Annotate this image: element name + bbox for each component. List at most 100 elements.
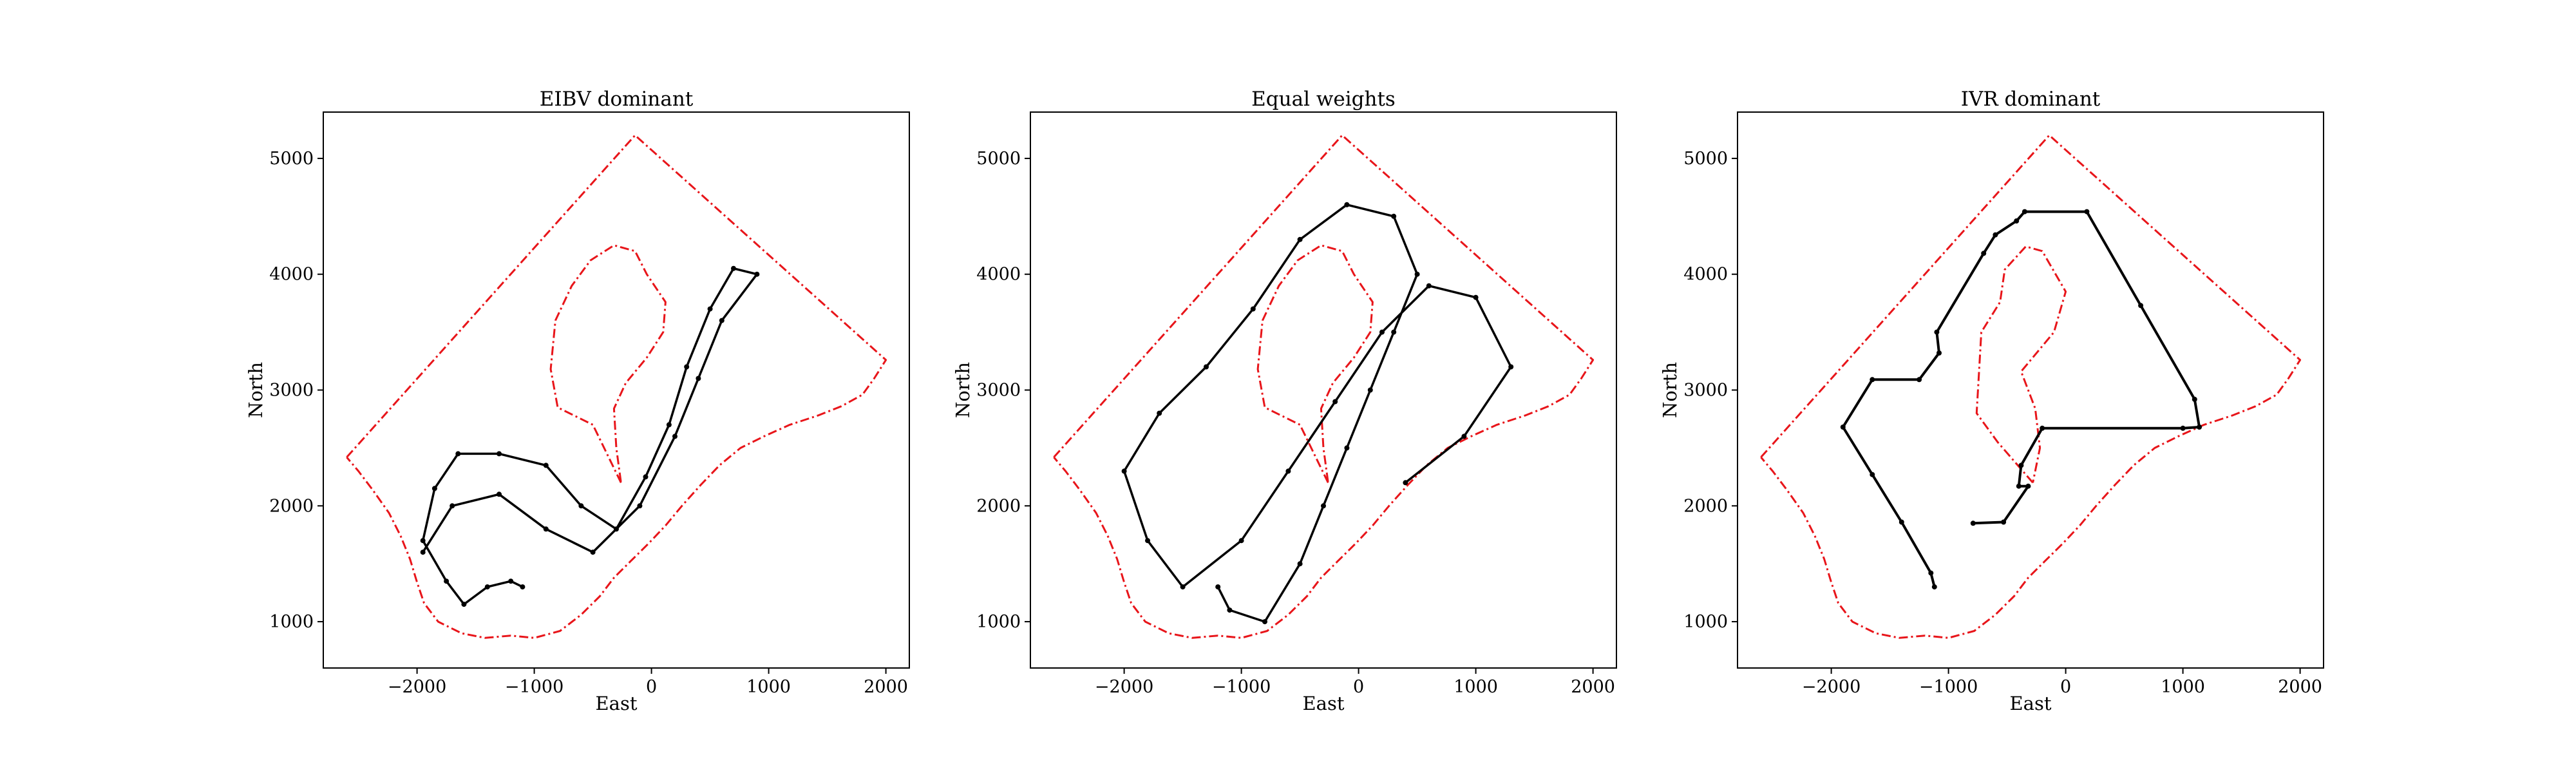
- waypoint-16: [1121, 468, 1127, 474]
- waypoint-5: [1321, 503, 1326, 509]
- chart-title: IVR dominant: [1961, 88, 2101, 111]
- waypoint-17: [1145, 538, 1150, 544]
- x-tick-label: 1000: [746, 677, 791, 697]
- panel-3: −2000 −1000 0 1000 2000 1000 2000 3000 4000 5000 I…: [1659, 88, 2324, 714]
- waypoint-13: [1250, 306, 1256, 312]
- waypoint-25: [1508, 364, 1514, 370]
- waypoint-18: [2180, 425, 2186, 431]
- series-ivr-path: [1841, 210, 2201, 587]
- series-eibv-path: [421, 267, 759, 606]
- series-inner-obstacle: [1975, 245, 2067, 484]
- waypoint-22: [1379, 329, 1385, 335]
- waypoint-4: [461, 602, 467, 607]
- waypoint-15: [684, 364, 690, 370]
- y-tick-label: 5000: [269, 149, 314, 169]
- x-tick-label: −2000: [388, 677, 446, 697]
- waypoint-24: [543, 526, 549, 532]
- waypoint-23: [2001, 519, 2007, 525]
- x-tick-label: 0: [1353, 677, 1364, 697]
- waypoint-14: [2084, 209, 2090, 215]
- y-tick-label: 5000: [1683, 149, 1728, 169]
- waypoint-16: [707, 306, 713, 312]
- waypoint-3: [484, 584, 490, 590]
- waypoint-23: [590, 549, 596, 555]
- waypoint-2: [508, 578, 514, 584]
- waypoint-15: [2138, 303, 2144, 309]
- axes-frame: [323, 111, 910, 669]
- x-axis-label: East: [2010, 692, 2052, 714]
- x-tick-label: 2000: [1571, 677, 1615, 697]
- waypoint-8: [455, 451, 461, 457]
- y-tick-label: 2000: [269, 496, 314, 516]
- waypoint-20: [696, 376, 701, 381]
- waypoint-10: [543, 463, 549, 468]
- waypoint-10: [1391, 213, 1397, 219]
- x-axis-label: East: [1303, 692, 1345, 714]
- waypoint-5: [1840, 425, 1846, 430]
- waypoint-17: [731, 265, 736, 271]
- waypoint-9: [1414, 271, 1420, 277]
- y-tick-label: 3000: [976, 381, 1021, 401]
- waypoint-3: [1899, 519, 1904, 525]
- waypoint-19: [719, 318, 724, 323]
- x-tick-label: 0: [646, 677, 657, 697]
- series-inner-obstacle: [549, 244, 667, 483]
- waypoint-7: [431, 486, 437, 491]
- waypoint-12: [2014, 218, 2020, 224]
- waypoint-8: [1937, 350, 1942, 356]
- y-tick-label: 1000: [269, 612, 314, 632]
- axes-frame: [1030, 111, 1617, 669]
- waypoint-6: [1870, 377, 1875, 383]
- y-tick-label: 1000: [976, 612, 1021, 632]
- waypoint-4: [1870, 472, 1875, 477]
- x-tick-label: 1000: [1454, 677, 1498, 697]
- y-tick-label: 4000: [1683, 265, 1728, 285]
- x-tick-label: 2000: [2278, 677, 2322, 697]
- panel-1: −2000 −1000 0 1000 2000 1000 2000 3000 4000 5000 E…: [245, 88, 910, 714]
- waypoint-10: [1981, 251, 1987, 256]
- waypoint-9: [1934, 329, 1940, 335]
- waypoint-13: [2022, 209, 2027, 215]
- y-tick-label: 2000: [1683, 496, 1728, 516]
- y-tick-label: 2000: [976, 496, 1021, 516]
- plot-area: [1760, 134, 2302, 639]
- waypoint-26: [1461, 434, 1467, 439]
- waypoint-27: [420, 549, 426, 555]
- waypoint-17: [2197, 425, 2202, 430]
- waypoint-18: [1180, 584, 1186, 590]
- y-tick-label: 4000: [269, 265, 314, 285]
- y-tick-label: 3000: [269, 381, 314, 401]
- x-tick-label: 2000: [864, 677, 908, 697]
- x-tick-label: −1000: [505, 677, 564, 697]
- y-axis-label: North: [952, 362, 974, 418]
- waypoint-13: [643, 474, 649, 480]
- y-tick-label: 4000: [976, 265, 1021, 285]
- waypoint-22: [637, 503, 643, 509]
- axes-frame: [1737, 111, 2324, 669]
- waypoint-11: [1344, 202, 1350, 207]
- series-outer-boundary: [1053, 134, 1595, 639]
- waypoint-1: [520, 584, 526, 590]
- waypoint-4: [1297, 561, 1303, 567]
- waypoint-23: [1426, 283, 1432, 289]
- plot-area: [346, 134, 887, 639]
- waypoint-14: [666, 422, 672, 428]
- x-tick-label: −1000: [1212, 677, 1271, 697]
- waypoint-6: [420, 538, 426, 544]
- x-tick-label: −1000: [1919, 677, 1978, 697]
- waypoint-22: [2025, 483, 2031, 489]
- waypoint-6: [1344, 445, 1350, 451]
- y-tick-label: 5000: [976, 149, 1021, 169]
- y-axis-label: North: [245, 362, 267, 418]
- waypoint-19: [1238, 538, 1244, 544]
- waypoint-18: [754, 271, 760, 277]
- x-tick-label: −2000: [1095, 677, 1153, 697]
- x-tick-label: −2000: [1802, 677, 1861, 697]
- y-tick-label: 1000: [1683, 612, 1728, 632]
- waypoint-21: [1332, 399, 1338, 405]
- waypoint-5: [444, 578, 450, 584]
- y-axis-label: North: [1659, 362, 1681, 418]
- chart-title: Equal weights: [1251, 88, 1396, 111]
- waypoint-19: [2040, 425, 2045, 431]
